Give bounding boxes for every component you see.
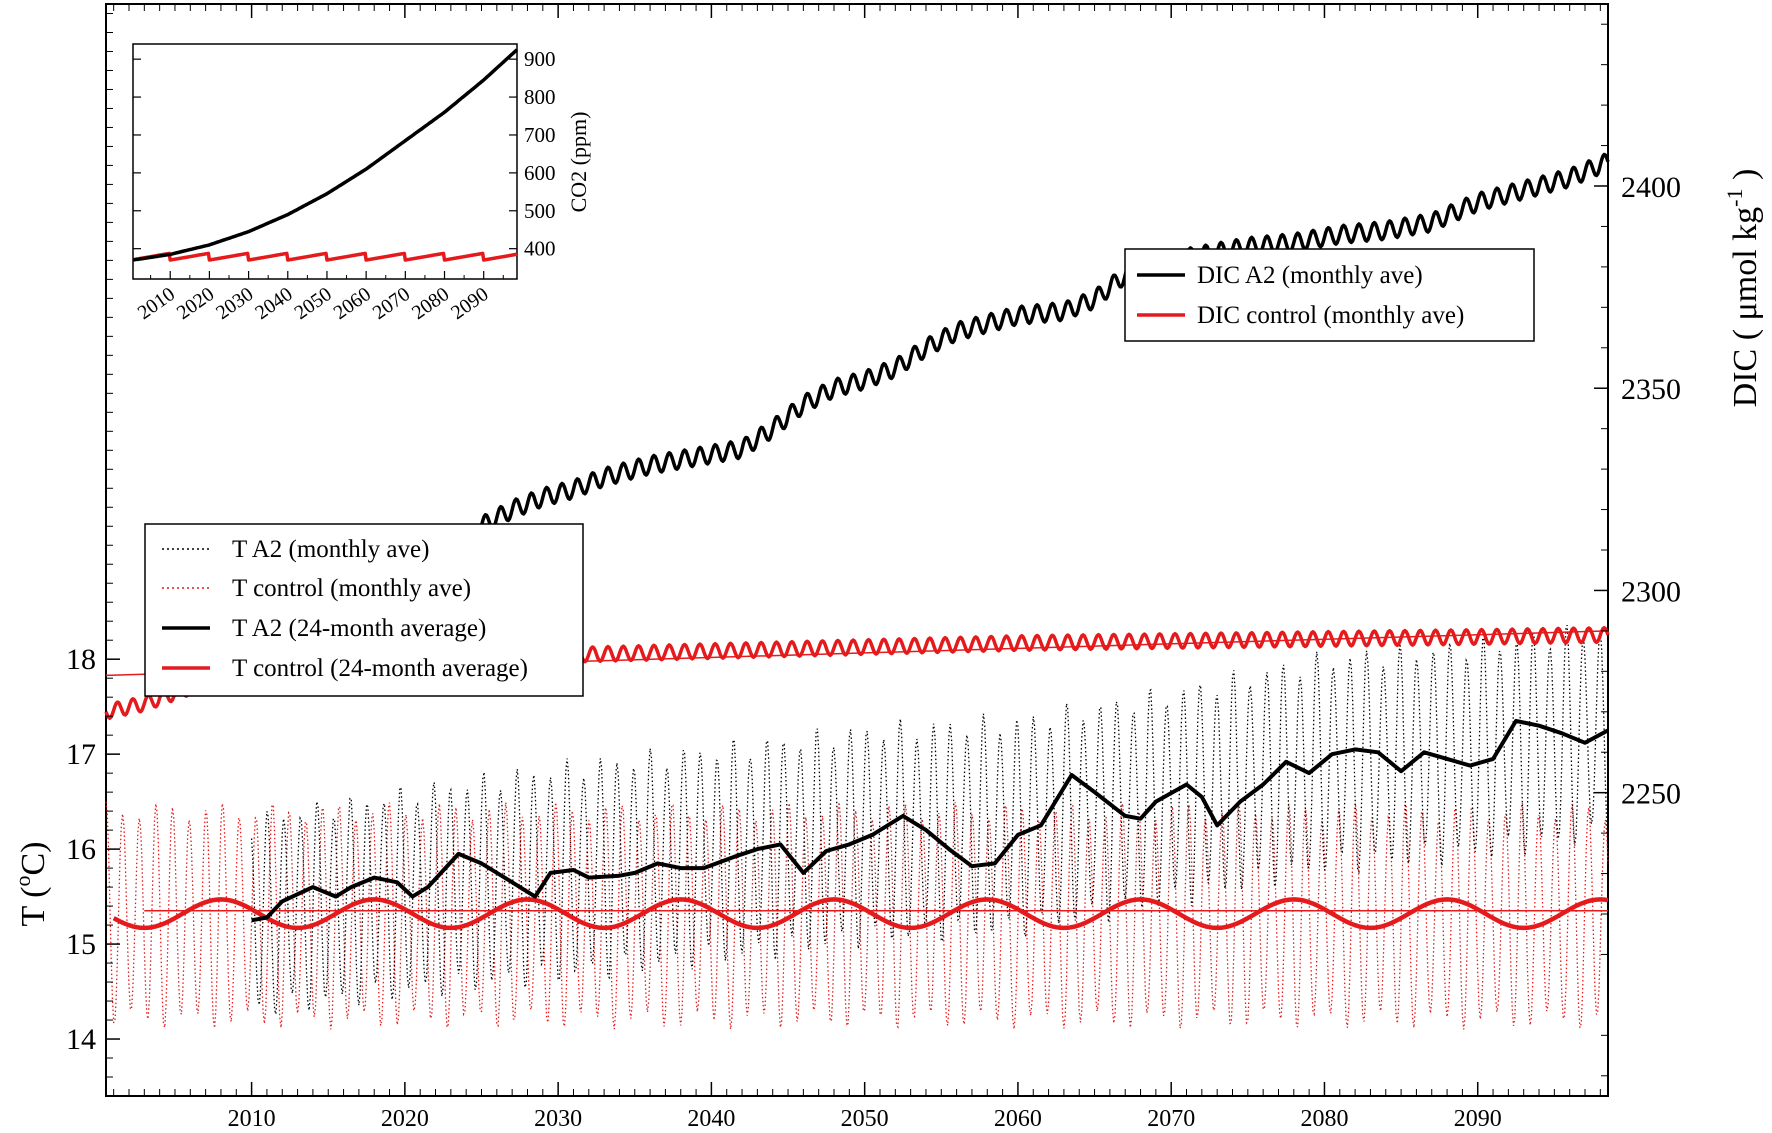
line-t-control-24-month bbox=[112, 897, 1609, 931]
line-t-control-monthly bbox=[105, 801, 1609, 1030]
x-axis-ticks: 2010 2020 2030 2040 2050 2060 2070 2080 2090 bbox=[113, 4, 1601, 1132]
inset-line-co2-control bbox=[132, 251, 518, 262]
series-t-a2-monthly bbox=[250, 625, 1609, 1015]
x-tick-label-2040: 2040 bbox=[687, 1106, 735, 1132]
temp-legend-label-a2-monthly: T A2 (monthly ave) bbox=[232, 536, 429, 563]
inset-y-axis-ticks: 400 500 600 700 800 900 bbox=[133, 47, 556, 261]
inset-y-axis-title: CO2 (ppm) bbox=[566, 112, 591, 213]
inset-y-tick-label-600: 600 bbox=[524, 161, 556, 185]
series-t-control-monthly bbox=[105, 801, 1609, 1030]
inset-frame bbox=[132, 43, 518, 280]
inset-y-tick-label-500: 500 bbox=[524, 199, 556, 223]
x-tick-label-2050: 2050 bbox=[841, 1106, 889, 1132]
x-tick-label-2080: 2080 bbox=[1300, 1106, 1348, 1132]
left-tick-label-15: 15 bbox=[66, 928, 96, 961]
x-tick-label-2030: 2030 bbox=[534, 1106, 582, 1132]
right-tick-label-2400: 2400 bbox=[1621, 171, 1681, 204]
inset-y-tick-label-700: 700 bbox=[524, 123, 556, 147]
left-tick-label-17: 17 bbox=[66, 738, 96, 771]
inset-line-co2-a2 bbox=[132, 48, 519, 262]
right-tick-label-2250: 2250 bbox=[1621, 778, 1681, 811]
right-axis-title: DIC ( μmol kg-1 ) bbox=[1722, 169, 1764, 408]
left-tick-label-14: 14 bbox=[66, 1023, 96, 1056]
line-t-a2-24-month bbox=[251, 718, 1609, 923]
inset-series-co2-a2 bbox=[132, 48, 519, 262]
x-tick-label-2010: 2010 bbox=[228, 1106, 276, 1132]
dic-legend-label-a2: DIC A2 (monthly ave) bbox=[1197, 262, 1423, 289]
dic-legend: DIC A2 (monthly ave) DIC control (monthl… bbox=[1124, 248, 1535, 342]
inset-y-tick-label-900: 900 bbox=[524, 47, 556, 71]
left-tick-label-18: 18 bbox=[66, 643, 96, 676]
temp-legend: T A2 (monthly ave) T control (monthly av… bbox=[144, 523, 584, 697]
dic-legend-box bbox=[1124, 248, 1535, 342]
temp-legend-label-control-monthly: T control (monthly ave) bbox=[232, 575, 471, 602]
left-axis-ticks: 14 15 16 17 18 bbox=[66, 12, 120, 1097]
inset-y-tick-label-400: 400 bbox=[524, 237, 556, 261]
left-axis-title: T (oC) bbox=[10, 842, 52, 927]
dic-legend-label-control: DIC control (monthly ave) bbox=[1197, 302, 1464, 329]
line-t-a2-monthly bbox=[250, 625, 1609, 1015]
temp-legend-label-control-24: T control (24-month average) bbox=[232, 655, 528, 682]
x-tick-label-2020: 2020 bbox=[381, 1106, 429, 1132]
inset-y-tick-label-800: 800 bbox=[524, 85, 556, 109]
temp-legend-label-a2-24: T A2 (24-month average) bbox=[232, 615, 486, 642]
temp-legend-box bbox=[144, 523, 584, 697]
x-tick-label-2090: 2090 bbox=[1454, 1106, 1502, 1132]
right-axis-ticks: 2250 2300 2350 2400 bbox=[1594, 23, 1681, 1077]
right-tick-label-2350: 2350 bbox=[1621, 373, 1681, 406]
series-t-control-24-month bbox=[112, 897, 1609, 931]
x-tick-label-2070: 2070 bbox=[1147, 1106, 1195, 1132]
left-tick-label-16: 16 bbox=[66, 833, 96, 866]
series-t-a2-24-month bbox=[251, 718, 1609, 923]
x-tick-label-2060: 2060 bbox=[994, 1106, 1042, 1132]
right-tick-label-2300: 2300 bbox=[1621, 575, 1681, 608]
inset-series-co2-control bbox=[132, 251, 518, 262]
